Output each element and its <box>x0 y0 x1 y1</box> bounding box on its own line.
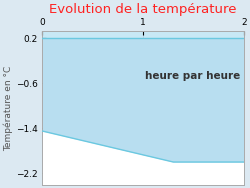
Title: Evolution de la température: Evolution de la température <box>49 3 237 17</box>
Y-axis label: Température en °C: Température en °C <box>4 65 13 151</box>
Text: heure par heure: heure par heure <box>145 71 240 81</box>
